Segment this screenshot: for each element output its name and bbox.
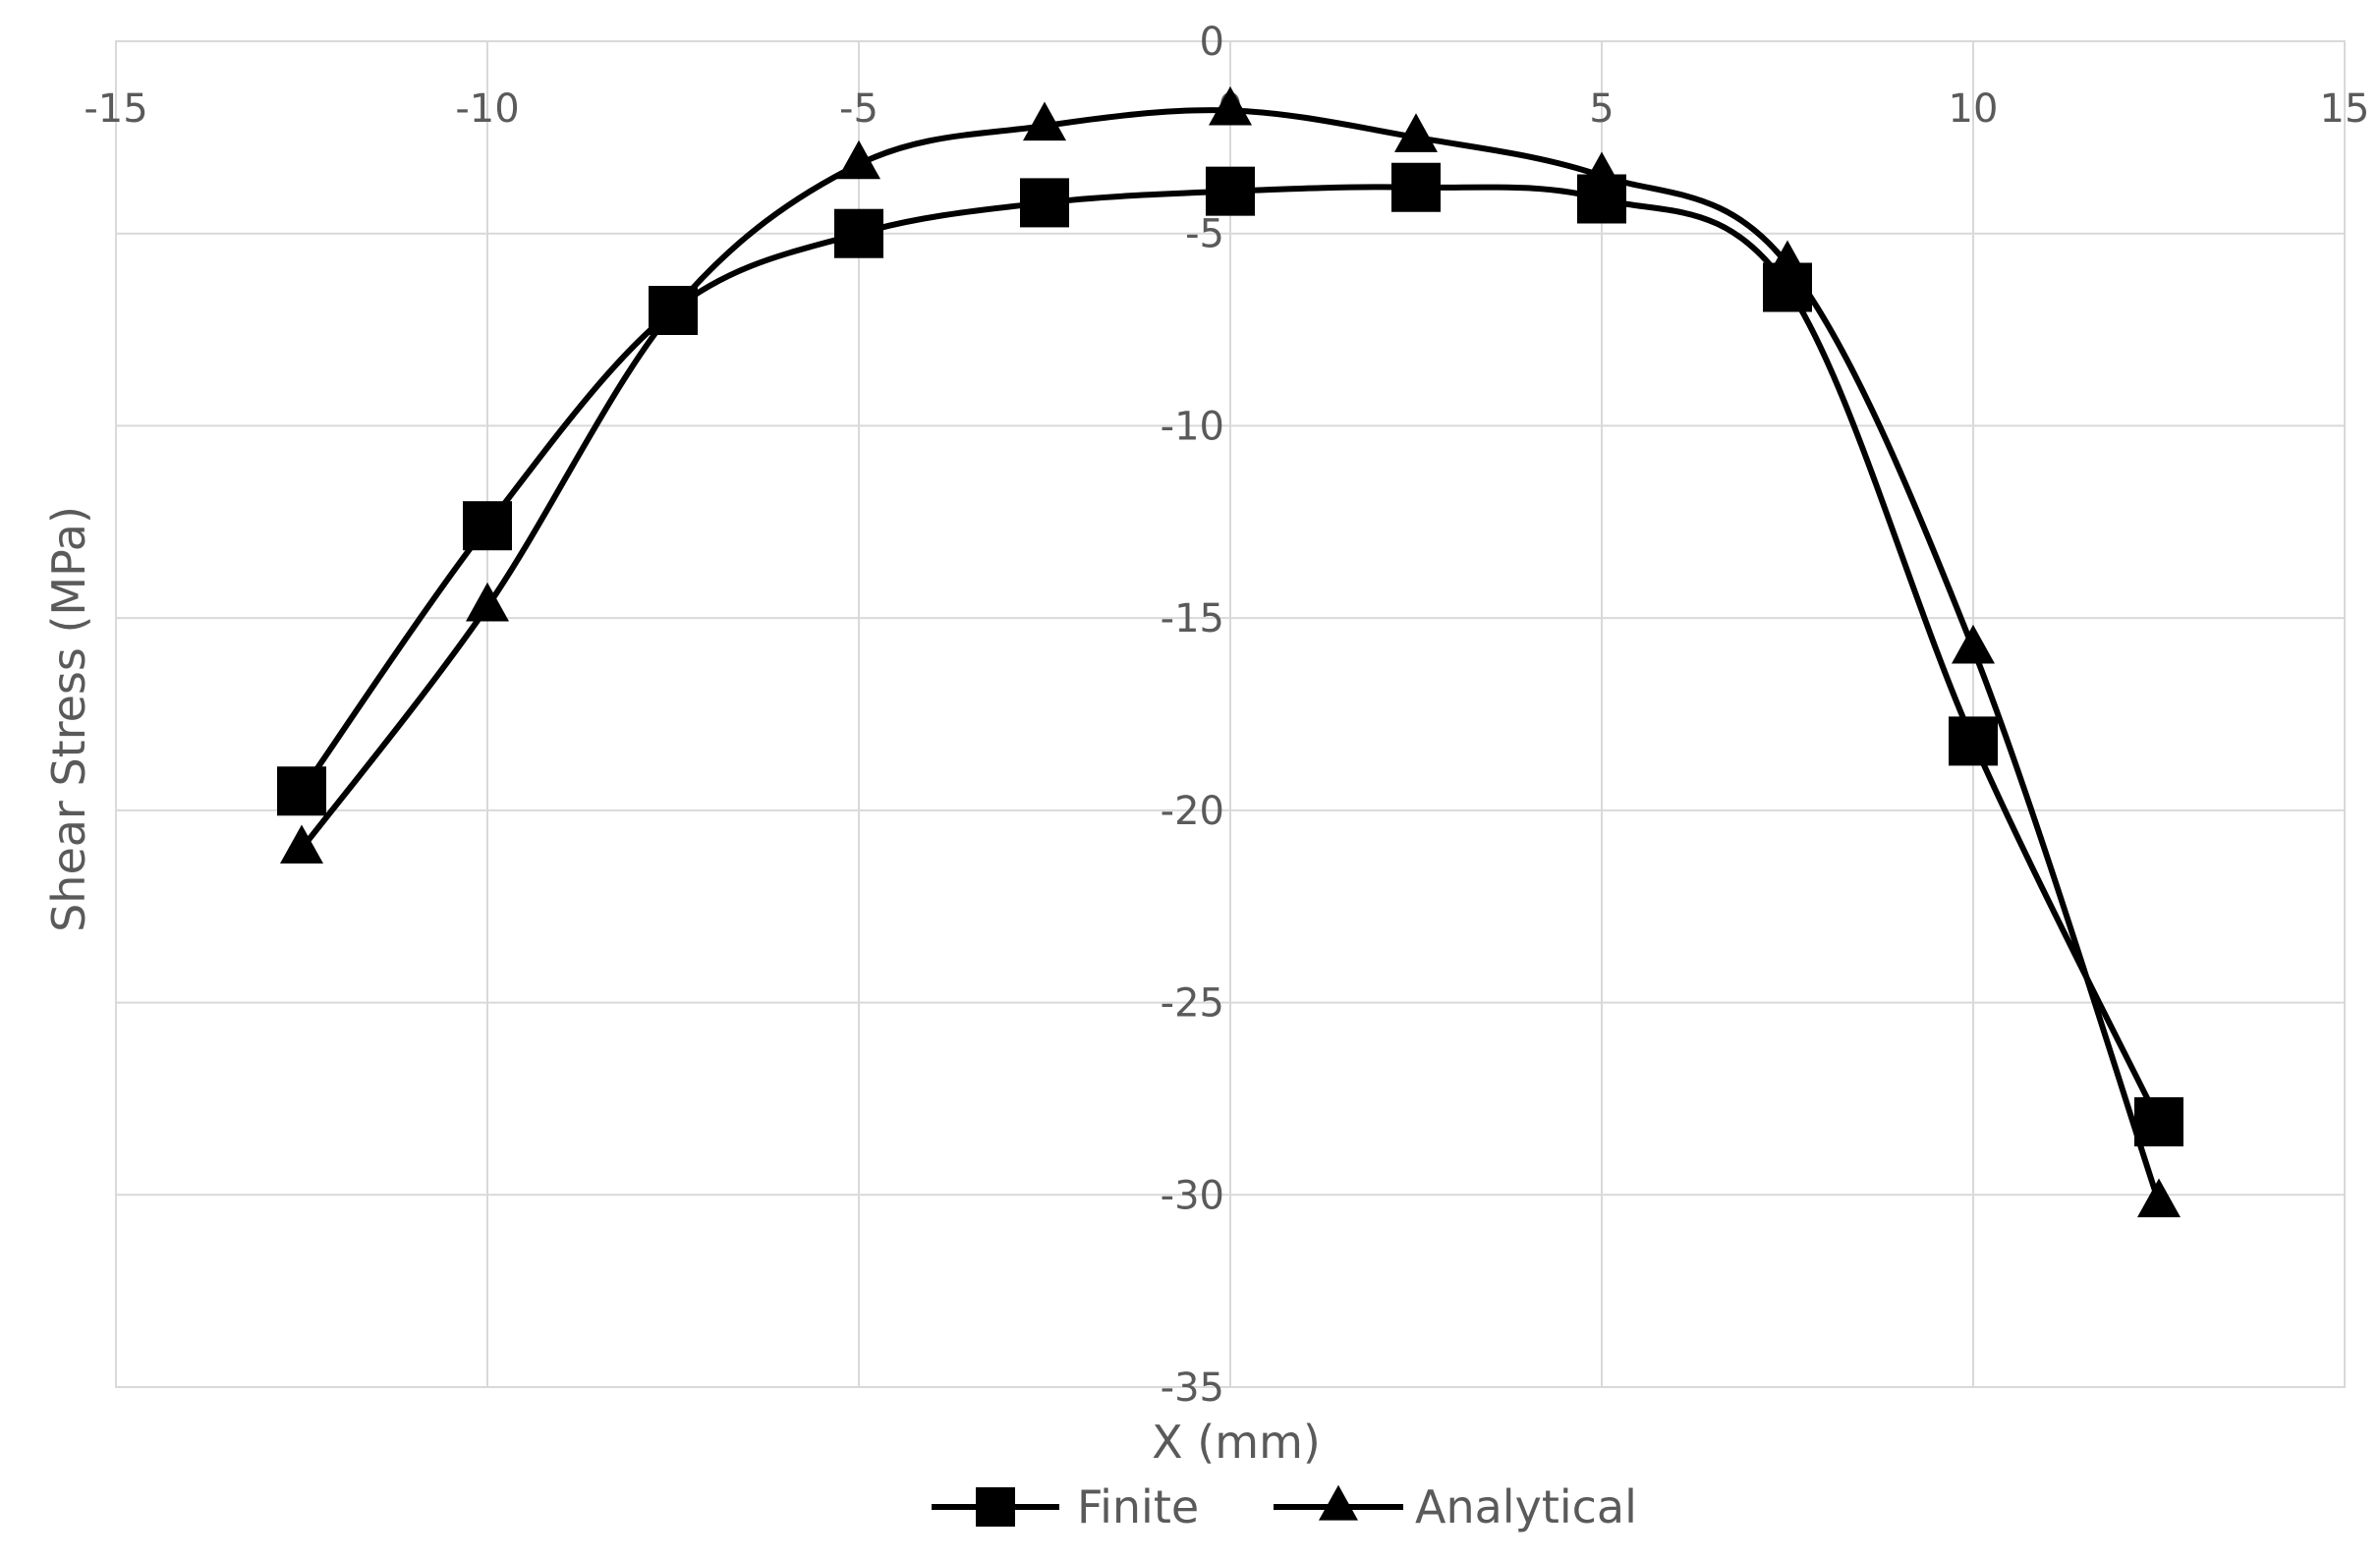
data-point-finite xyxy=(1206,166,1255,216)
data-point-finite xyxy=(1020,178,1069,228)
grid xyxy=(115,40,2346,1388)
x-tick-label: 10 xyxy=(1949,86,1999,132)
y-tick-label: -30 xyxy=(1161,1173,1224,1218)
data-point-finite xyxy=(1949,716,1998,766)
x-tick-labels: -15-10-5051015 xyxy=(84,86,2369,132)
legend-label: Analytical xyxy=(1415,1480,1637,1533)
x-tick-label: -10 xyxy=(455,86,519,132)
data-point-analytical xyxy=(1766,240,1809,280)
data-point-finite xyxy=(2134,1096,2183,1146)
y-tick-label: -15 xyxy=(1161,596,1224,641)
data-point-analytical xyxy=(1580,151,1623,192)
y-tick-label: -10 xyxy=(1161,404,1224,449)
y-tick-labels: 0 -5 -10 -15 -20 -25 -30 -35 xyxy=(1161,20,1224,1411)
data-point-analytical xyxy=(1209,85,1252,126)
x-tick-label: 15 xyxy=(2320,86,2370,132)
y-tick-label: -35 xyxy=(1161,1365,1224,1411)
data-point-finite xyxy=(463,501,512,551)
y-tick-label: -20 xyxy=(1161,789,1224,834)
x-tick-label: 5 xyxy=(1589,86,1614,132)
legend-marker-triangle xyxy=(1319,1484,1358,1521)
y-tick-label: 0 xyxy=(1200,20,1224,65)
x-tick-label: -5 xyxy=(839,86,878,132)
x-tick-label: -15 xyxy=(84,86,147,132)
legend-marker-square xyxy=(976,1487,1015,1527)
x-axis-title: X (mm) xyxy=(1152,1416,1321,1469)
legend-item-finite: Finite xyxy=(932,1480,1199,1533)
series xyxy=(277,85,2183,1218)
y-axis-title: Shear Stress (MPa) xyxy=(42,506,95,932)
legend-item-analytical: Analytical xyxy=(1274,1480,1637,1533)
series-analytical xyxy=(280,85,2181,1218)
data-point-analytical xyxy=(1952,624,1995,664)
series-line-analytical xyxy=(299,107,2162,1204)
y-tick-label: -5 xyxy=(1185,212,1224,257)
data-point-analytical xyxy=(2137,1178,2181,1218)
data-point-analytical xyxy=(1023,101,1066,141)
data-point-analytical xyxy=(837,139,880,180)
y-tick-label: -25 xyxy=(1161,981,1224,1027)
data-point-analytical xyxy=(280,824,323,864)
data-point-finite xyxy=(277,766,326,816)
data-point-finite xyxy=(834,208,883,258)
legend-label: Finite xyxy=(1077,1480,1199,1533)
legend: Finite Analytical xyxy=(932,1480,1637,1533)
series-line-finite xyxy=(299,184,2162,1124)
data-point-analytical xyxy=(652,286,695,326)
data-point-analytical xyxy=(1394,113,1438,152)
data-point-analytical xyxy=(466,582,509,622)
data-point-finite xyxy=(1391,162,1441,212)
